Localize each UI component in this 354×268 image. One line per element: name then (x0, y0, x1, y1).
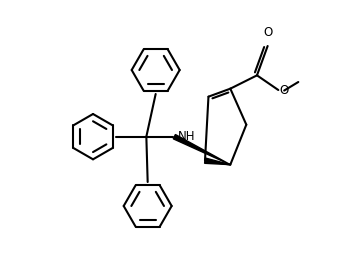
Polygon shape (173, 135, 230, 165)
Polygon shape (205, 158, 230, 165)
Text: O: O (280, 84, 289, 97)
Text: NH: NH (178, 130, 195, 143)
Text: O: O (263, 25, 272, 39)
